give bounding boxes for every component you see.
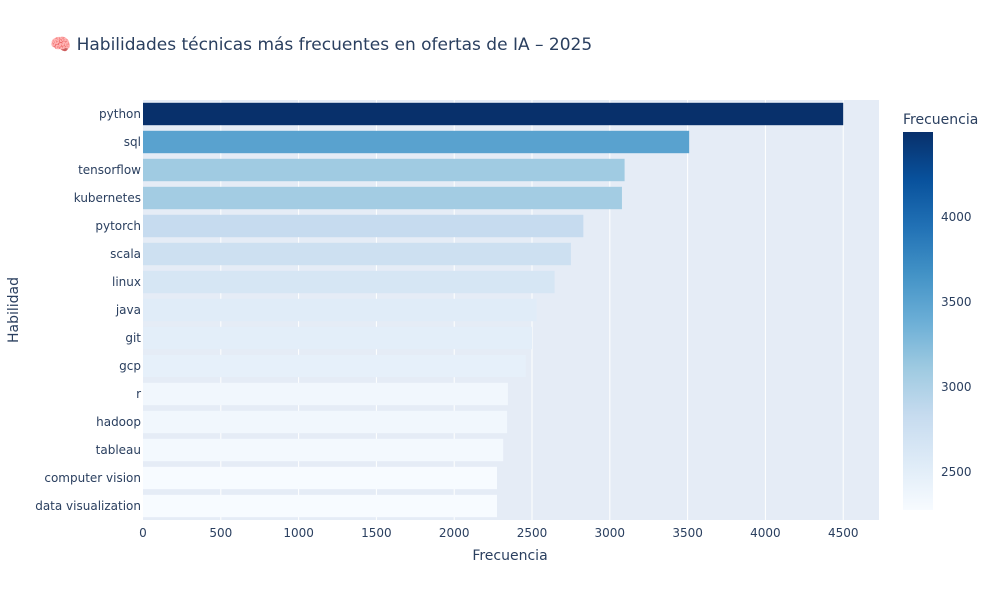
y-tick-label: java xyxy=(115,303,141,317)
y-tick-label: tableau xyxy=(96,443,141,457)
bar-linux[interactable] xyxy=(143,270,555,294)
bar-scala[interactable] xyxy=(143,242,571,266)
x-tick-label: 500 xyxy=(209,526,232,540)
y-tick-label: sql xyxy=(124,135,141,149)
x-tick-label: 0 xyxy=(139,526,147,540)
bar-r[interactable] xyxy=(143,382,508,406)
y-tick-label: hadoop xyxy=(96,415,141,429)
x-tick-label: 4000 xyxy=(750,526,781,540)
x-axis-title: Frecuencia xyxy=(472,548,547,564)
bar-java[interactable] xyxy=(143,298,537,322)
colorbar-tick-label: 3000 xyxy=(941,380,972,394)
colorbar-tick-label: 2500 xyxy=(941,465,972,479)
bar-python[interactable] xyxy=(143,102,844,126)
bar-sql[interactable] xyxy=(143,130,690,154)
chart-title: 🧠 Habilidades técnicas más frecuentes en… xyxy=(50,35,592,55)
colorbar-gradient xyxy=(903,132,933,510)
y-tick-label: pytorch xyxy=(95,219,141,233)
y-tick-label: git xyxy=(125,331,141,345)
bar-computer-vision[interactable] xyxy=(143,466,497,490)
y-tick-label: tensorflow xyxy=(78,163,141,177)
colorbar-ticks: 2500 3000 3500 4000 xyxy=(941,210,972,479)
x-tick-label: 2500 xyxy=(517,526,548,540)
bar-pytorch[interactable] xyxy=(143,214,584,238)
bar-tableau[interactable] xyxy=(143,438,504,462)
x-tick-labels: 0 500 1000 1500 2000 2500 3000 3500 4000 4500 xyxy=(139,526,858,540)
colorbar-tick-label: 3500 xyxy=(941,295,972,309)
x-tick-label: 4500 xyxy=(828,526,859,540)
y-tick-label: scala xyxy=(110,247,141,261)
colorbar-tick-label: 4000 xyxy=(941,210,972,224)
bars xyxy=(143,102,844,518)
x-tick-label: 1000 xyxy=(283,526,314,540)
bar-hadoop[interactable] xyxy=(143,410,508,434)
bar-kubernetes[interactable] xyxy=(143,186,622,210)
y-tick-label: data visualization xyxy=(35,499,141,513)
x-tick-label: 2000 xyxy=(439,526,470,540)
y-tick-label: linux xyxy=(112,275,141,289)
y-tick-label: kubernetes xyxy=(74,191,141,205)
bar-git[interactable] xyxy=(143,326,533,350)
bar-data-visualization[interactable] xyxy=(143,494,497,518)
y-axis-title: Habilidad xyxy=(6,277,22,343)
y-tick-label: computer vision xyxy=(44,471,141,485)
bar-tensorflow[interactable] xyxy=(143,158,625,182)
x-tick-label: 3500 xyxy=(672,526,703,540)
y-tick-labels: python sql tensorflow kubernetes pytorch scal… xyxy=(35,107,141,513)
y-tick-label: gcp xyxy=(119,359,141,373)
colorbar: Frecuencia 2500 3000 3500 4000 xyxy=(903,112,978,510)
x-tick-label: 1500 xyxy=(361,526,392,540)
colorbar-title: Frecuencia xyxy=(903,112,978,128)
y-tick-label: python xyxy=(99,107,141,121)
x-tick-label: 3000 xyxy=(595,526,626,540)
y-tick-label: r xyxy=(136,387,141,401)
bar-gcp[interactable] xyxy=(143,354,526,378)
